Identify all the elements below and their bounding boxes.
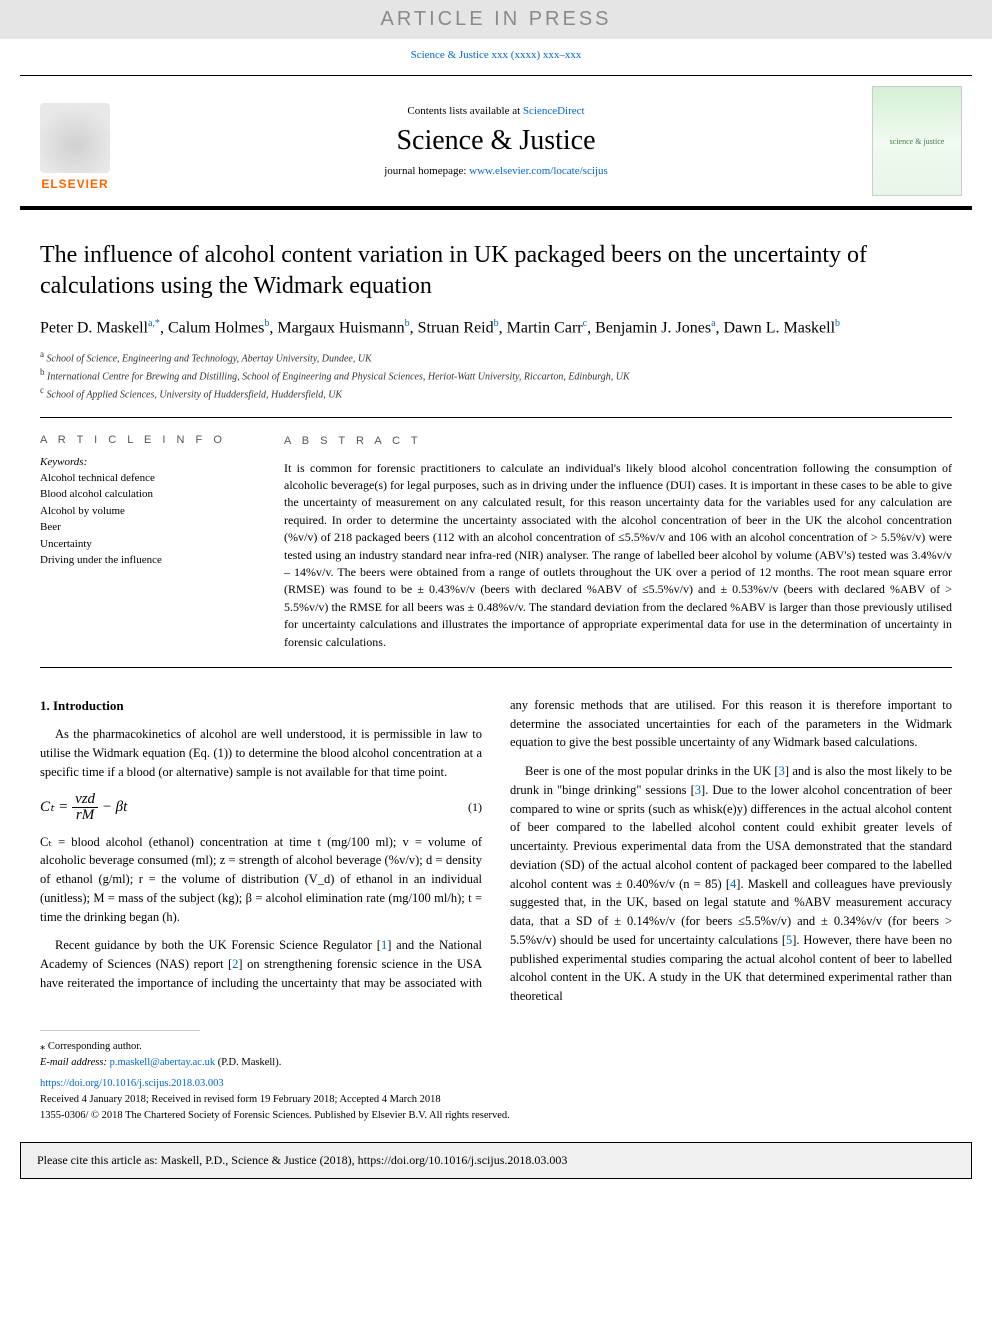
eq-denominator: rM — [72, 808, 98, 823]
citation-box: Please cite this article as: Maskell, P.… — [20, 1142, 972, 1179]
intro-para-4: Beer is one of the most popular drinks i… — [510, 762, 952, 1006]
corresponding-author: ⁎ Corresponding author. — [40, 1039, 952, 1055]
footnote-separator — [40, 1030, 200, 1031]
intro-para-2-definitions: Cₜ = blood alcohol (ethanol) concentrati… — [40, 833, 482, 927]
intro-para-1: As the pharmacokinetics of alcohol are w… — [40, 725, 482, 781]
abstract-text: It is common for forensic practitioners … — [284, 460, 952, 651]
article-title: The influence of alcohol content variati… — [40, 240, 952, 302]
homepage-line: journal homepage: www.elsevier.com/locat… — [384, 165, 608, 177]
journal-cover-thumb: science & justice — [872, 86, 962, 196]
email-line: E-mail address: p.maskell@abertay.ac.uk … — [40, 1055, 952, 1071]
p4-c: ]. Due to the lower alcohol concentratio… — [510, 783, 952, 891]
equation-1: Cₜ = vzdrM − βt (1) — [40, 792, 482, 823]
eq-numerator: vzd — [72, 792, 98, 808]
contents-line: Contents lists available at ScienceDirec… — [407, 105, 584, 117]
keyword-item: Uncertainty — [40, 536, 260, 553]
article-dates: Received 4 January 2018; Received in rev… — [40, 1092, 952, 1108]
elsevier-wordmark: ELSEVIER — [41, 177, 108, 191]
homepage-prefix: journal homepage: — [384, 165, 469, 177]
keywords-list: Alcohol technical defenceBlood alcohol c… — [40, 470, 260, 569]
doi-link[interactable]: https://doi.org/10.1016/j.scijus.2018.03… — [40, 1078, 224, 1089]
journal-reference: Science & Justice xxx (xxxx) xxx–xxx — [0, 49, 992, 61]
masthead: ELSEVIER Contents lists available at Sci… — [20, 75, 972, 210]
keyword-item: Driving under the influence — [40, 552, 260, 569]
p4-a: Beer is one of the most popular drinks i… — [525, 764, 779, 778]
article-in-press-banner: ARTICLE IN PRESS — [0, 0, 992, 39]
authors-list: Peter D. Maskella,*, Calum Holmesb, Marg… — [40, 318, 952, 337]
journal-name: Science & Justice — [396, 125, 595, 157]
affiliations: a School of Science, Engineering and Tec… — [40, 348, 952, 403]
email-label: E-mail address: — [40, 1057, 110, 1068]
journal-cover-region: science & justice — [862, 76, 972, 206]
journal-homepage-link[interactable]: www.elsevier.com/locate/scijus — [469, 165, 608, 177]
equation-number: (1) — [468, 798, 482, 816]
elsevier-logo: ELSEVIER — [30, 91, 120, 191]
footnotes: ⁎ Corresponding author. E-mail address: … — [0, 1039, 992, 1071]
keywords-label: Keywords: — [40, 456, 260, 468]
doi-block: https://doi.org/10.1016/j.scijus.2018.03… — [0, 1070, 992, 1123]
publisher-logo-region: ELSEVIER — [20, 76, 130, 206]
sciencedirect-link[interactable]: ScienceDirect — [523, 105, 585, 117]
article-info-heading: A R T I C L E I N F O — [40, 434, 260, 446]
keyword-item: Beer — [40, 519, 260, 536]
keyword-item: Alcohol by volume — [40, 503, 260, 520]
author-email-link[interactable]: p.maskell@abertay.ac.uk — [110, 1057, 216, 1068]
article-info: A R T I C L E I N F O Keywords: Alcohol … — [40, 434, 260, 651]
contents-prefix: Contents lists available at — [407, 105, 522, 117]
eq-lhs: Cₜ = — [40, 799, 72, 815]
elsevier-tree-icon — [40, 103, 110, 173]
keyword-item: Alcohol technical defence — [40, 470, 260, 487]
section-heading-intro: 1. Introduction — [40, 696, 482, 716]
p3-a: Recent guidance by both the UK Forensic … — [55, 938, 381, 952]
abstract: A B S T R A C T It is common for forensi… — [284, 434, 952, 651]
email-suffix: (P.D. Maskell). — [215, 1057, 281, 1068]
abstract-heading: A B S T R A C T — [284, 434, 952, 450]
copyright-line: 1355-0306/ © 2018 The Chartered Society … — [40, 1108, 952, 1124]
body-columns: 1. Introduction As the pharmacokinetics … — [40, 696, 952, 1006]
keyword-item: Blood alcohol calculation — [40, 486, 260, 503]
eq-tail: − βt — [98, 799, 127, 815]
